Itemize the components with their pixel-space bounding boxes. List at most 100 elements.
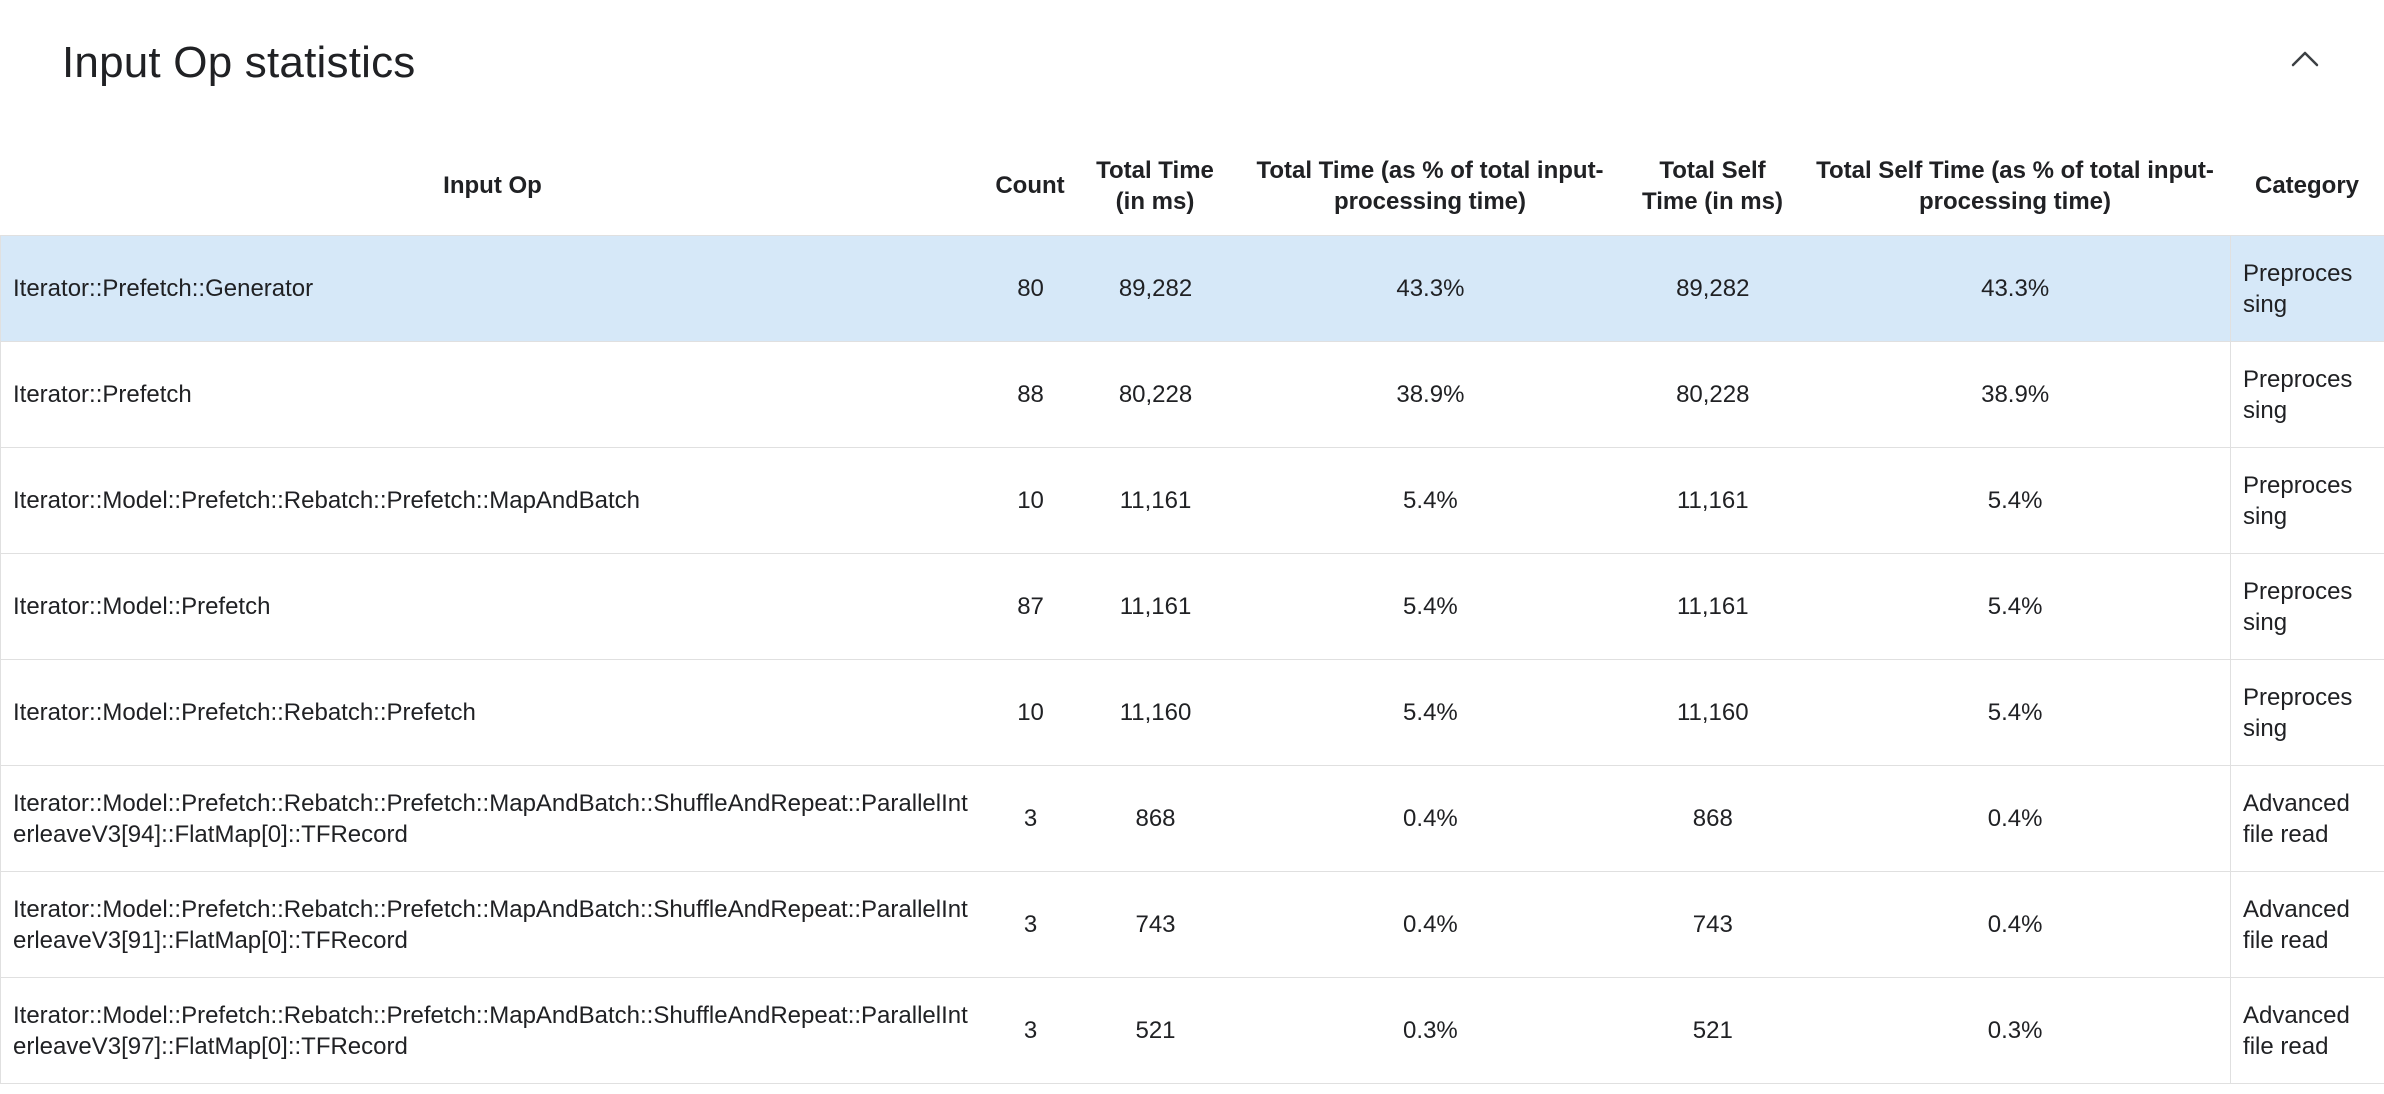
cell-text: 80,228 [1118,381,1193,408]
table-body: Iterator::Prefetch::Generator 80 89,282 43.… [0,236,2384,1084]
column-header-total_time_ms[interactable]: Total Time (in ms) [1075,136,1235,235]
cell-text: 3 [1023,1017,1038,1044]
cell-text: 0.4% [1987,805,2043,832]
cell-text: 5.4% [1403,593,1458,620]
cell-total_self_time_ms: 743 [1625,872,1800,977]
cell-count: 88 [986,342,1076,447]
cell-text: 0.3% [1403,1017,1458,1044]
cell-text: 868 [1692,805,1733,832]
column-header-input_op[interactable]: Input Op [0,136,985,235]
collapse-button[interactable] [2278,40,2332,81]
cell-total_time_ms: 11,161 [1076,448,1236,553]
cell-text: 80 [1017,275,1044,302]
cell-text: 5.4% [1403,487,1458,514]
cell-total_time_pct: 43.3% [1235,236,1625,341]
cell-total_self_time_pct: 0.4% [1800,872,2230,977]
cell-text: Preprocessing [2243,259,2353,318]
panel-header: Input Op statistics [0,0,2384,98]
cell-total_self_time_pct: 5.4% [1800,448,2230,553]
cell-input_op: Iterator::Model::Prefetch::Rebatch::Pref… [1,766,986,871]
cell-text: 80,228 [1676,381,1750,408]
cell-count: 87 [986,554,1076,659]
column-header-count[interactable]: Count [985,136,1075,235]
table-row[interactable]: Iterator::Model::Prefetch::Rebatch::Pref… [1,766,2384,872]
table-row[interactable]: Iterator::Prefetch 88 80,228 38.9% 80,228 38.… [1,342,2384,448]
cell-text: Iterator::Model::Prefetch::Rebatch::Pref… [13,789,968,848]
cell-text: 521 [1135,1017,1176,1044]
cell-category: Preprocessing [2230,342,2384,447]
cell-text: 0.4% [1403,911,1458,938]
cell-text: 5.4% [1987,699,2043,726]
cell-text: 38.9% [1981,381,2050,408]
cell-text: 11,161 [1676,593,1749,620]
column-header-category[interactable]: Category [2230,136,2384,235]
cell-text: 0.3% [1987,1017,2043,1044]
panel-title: Input Op statistics [62,38,416,87]
cell-text: 11,161 [1676,487,1749,514]
cell-text: 11,160 [1676,699,1749,726]
cell-text: Preprocessing [2243,683,2353,742]
cell-total_time_pct: 5.4% [1235,660,1625,765]
column-header-label: Count [995,172,1065,199]
table-row[interactable]: Iterator::Model::Prefetch::Rebatch::Pref… [1,660,2384,766]
cell-text: 10 [1017,699,1044,726]
cell-total_time_ms: 868 [1076,766,1236,871]
cell-count: 80 [986,236,1076,341]
column-header-total_self_time_pct[interactable]: Total Self Time (as % of total input-pro… [1800,136,2230,235]
cell-total_self_time_ms: 11,160 [1625,660,1800,765]
cell-text: Preprocessing [2243,365,2353,424]
cell-text: Iterator::Model::Prefetch::Rebatch::Pref… [13,895,968,954]
cell-total_self_time_ms: 80,228 [1625,342,1800,447]
cell-total_self_time_ms: 11,161 [1625,554,1800,659]
cell-total_time_pct: 0.3% [1235,978,1625,1083]
cell-text: Preprocessing [2243,577,2353,636]
column-header-label: Total Self Time (in ms) [1642,156,1783,215]
cell-text: 89,282 [1676,275,1750,302]
cell-text: 43.3% [1396,275,1465,302]
cell-total_time_pct: 0.4% [1235,872,1625,977]
table-row[interactable]: Iterator::Model::Prefetch 87 11,161 5.4% 11,… [1,554,2384,660]
cell-text: 87 [1017,593,1044,620]
cell-total_self_time_pct: 0.4% [1800,766,2230,871]
cell-text: Iterator::Model::Prefetch::Rebatch::Pref… [13,699,476,726]
cell-total_self_time_pct: 5.4% [1800,554,2230,659]
input-op-table: Input Op Count Total Time (in ms) Total Tim… [0,136,2384,1084]
cell-input_op: Iterator::Model::Prefetch::Rebatch::Pref… [1,660,986,765]
cell-text: 89,282 [1118,275,1193,302]
cell-text: Preprocessing [2243,471,2353,530]
cell-category: Preprocessing [2230,236,2384,341]
cell-text: Advanced file read [2243,1001,2350,1060]
cell-text: 5.4% [1403,699,1458,726]
cell-input_op: Iterator::Model::Prefetch [1,554,986,659]
table-row[interactable]: Iterator::Prefetch::Generator 80 89,282 43.… [1,236,2384,342]
cell-text: 11,161 [1119,593,1192,620]
cell-category: Advanced file read [2230,872,2384,977]
cell-text: 11,161 [1119,487,1192,514]
column-header-total_time_pct[interactable]: Total Time (as % of total input-processi… [1235,136,1625,235]
cell-text: 0.4% [1987,911,2043,938]
column-header-total_self_time_ms[interactable]: Total Self Time (in ms) [1625,136,1800,235]
table-row[interactable]: Iterator::Model::Prefetch::Rebatch::Pref… [1,978,2384,1084]
table-header-row: Input Op Count Total Time (in ms) Total Tim… [0,136,2384,236]
column-header-label: Total Time (as % of total input-processi… [1256,156,1604,215]
cell-text: Advanced file read [2243,895,2350,954]
cell-text: 868 [1135,805,1176,832]
cell-total_self_time_ms: 11,161 [1625,448,1800,553]
cell-text: Iterator::Prefetch [13,381,192,408]
cell-total_self_time_pct: 38.9% [1800,342,2230,447]
cell-text: 10 [1017,487,1044,514]
table-row[interactable]: Iterator::Model::Prefetch::Rebatch::Pref… [1,872,2384,978]
cell-text: 743 [1692,911,1733,938]
cell-total_self_time_ms: 868 [1625,766,1800,871]
cell-input_op: Iterator::Model::Prefetch::Rebatch::Pref… [1,448,986,553]
cell-text: 5.4% [1987,487,2043,514]
column-header-label: Total Self Time (as % of total input-pro… [1816,156,2214,215]
cell-category: Advanced file read [2230,766,2384,871]
cell-text: 743 [1135,911,1176,938]
cell-count: 10 [986,448,1076,553]
cell-total_time_ms: 11,161 [1076,554,1236,659]
column-header-label: Category [2254,172,2360,199]
table-row[interactable]: Iterator::Model::Prefetch::Rebatch::Pref… [1,448,2384,554]
cell-total_time_pct: 5.4% [1235,554,1625,659]
column-header-label: Input Op [443,172,542,199]
